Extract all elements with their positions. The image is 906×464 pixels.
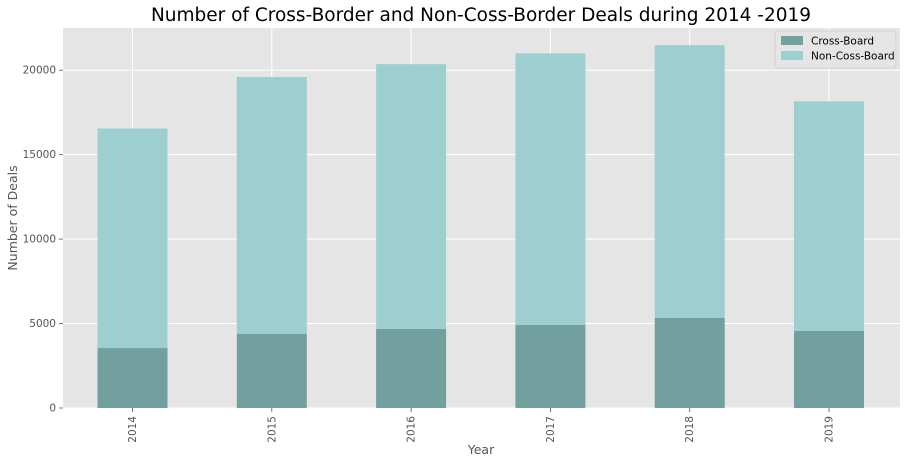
y-tick-label: 15000 [23, 149, 56, 161]
x-tick-label: 2017 [545, 416, 557, 443]
legend-label-cross-board: Cross-Board [811, 36, 874, 48]
chart-title: Number of Cross-Border and Non-Coss-Bord… [151, 5, 811, 26]
legend: Cross-Board Non-Coss-Board [774, 30, 897, 69]
x-tick-label: 2018 [684, 416, 696, 443]
bar-non-coss-board-2014 [97, 128, 168, 349]
y-tick-label: 20000 [23, 65, 56, 77]
bar-cross-board-2018 [654, 317, 725, 408]
y-axis-label: Number of Deals [5, 165, 20, 270]
plot-background [63, 28, 900, 408]
bar-non-coss-board-2017 [515, 53, 586, 325]
bar-non-coss-board-2019 [794, 101, 864, 331]
bars [97, 45, 864, 408]
bar-non-coss-board-2018 [654, 45, 725, 318]
bar-cross-board-2019 [794, 330, 864, 408]
bar-non-coss-board-2015 [236, 76, 307, 334]
legend-swatch-non-coss-board [781, 51, 803, 60]
y-tick-label: 0 [49, 403, 56, 415]
y-tick-label: 5000 [29, 318, 56, 330]
x-tick-labels: 2014 2015 2016 2017 2018 2019 [127, 408, 836, 443]
x-axis-label: Year [467, 442, 495, 457]
bar-cross-board-2016 [376, 328, 447, 408]
legend-label-non-coss-board: Non-Coss-Board [811, 51, 895, 63]
bar-non-coss-board-2016 [376, 64, 447, 329]
x-tick-label: 2016 [406, 416, 418, 443]
legend-swatch-cross-board [781, 36, 803, 45]
legend-box [774, 30, 897, 69]
bar-cross-board-2015 [236, 333, 307, 408]
x-tick-label: 2014 [127, 416, 139, 443]
bar-cross-board-2017 [515, 324, 586, 408]
y-tick-label: 10000 [23, 234, 56, 246]
y-tick-labels: 0 5000 10000 15000 20000 [23, 65, 63, 415]
x-tick-label: 2019 [824, 416, 836, 443]
x-tick-label: 2015 [266, 416, 278, 443]
bar-cross-board-2014 [97, 348, 168, 408]
